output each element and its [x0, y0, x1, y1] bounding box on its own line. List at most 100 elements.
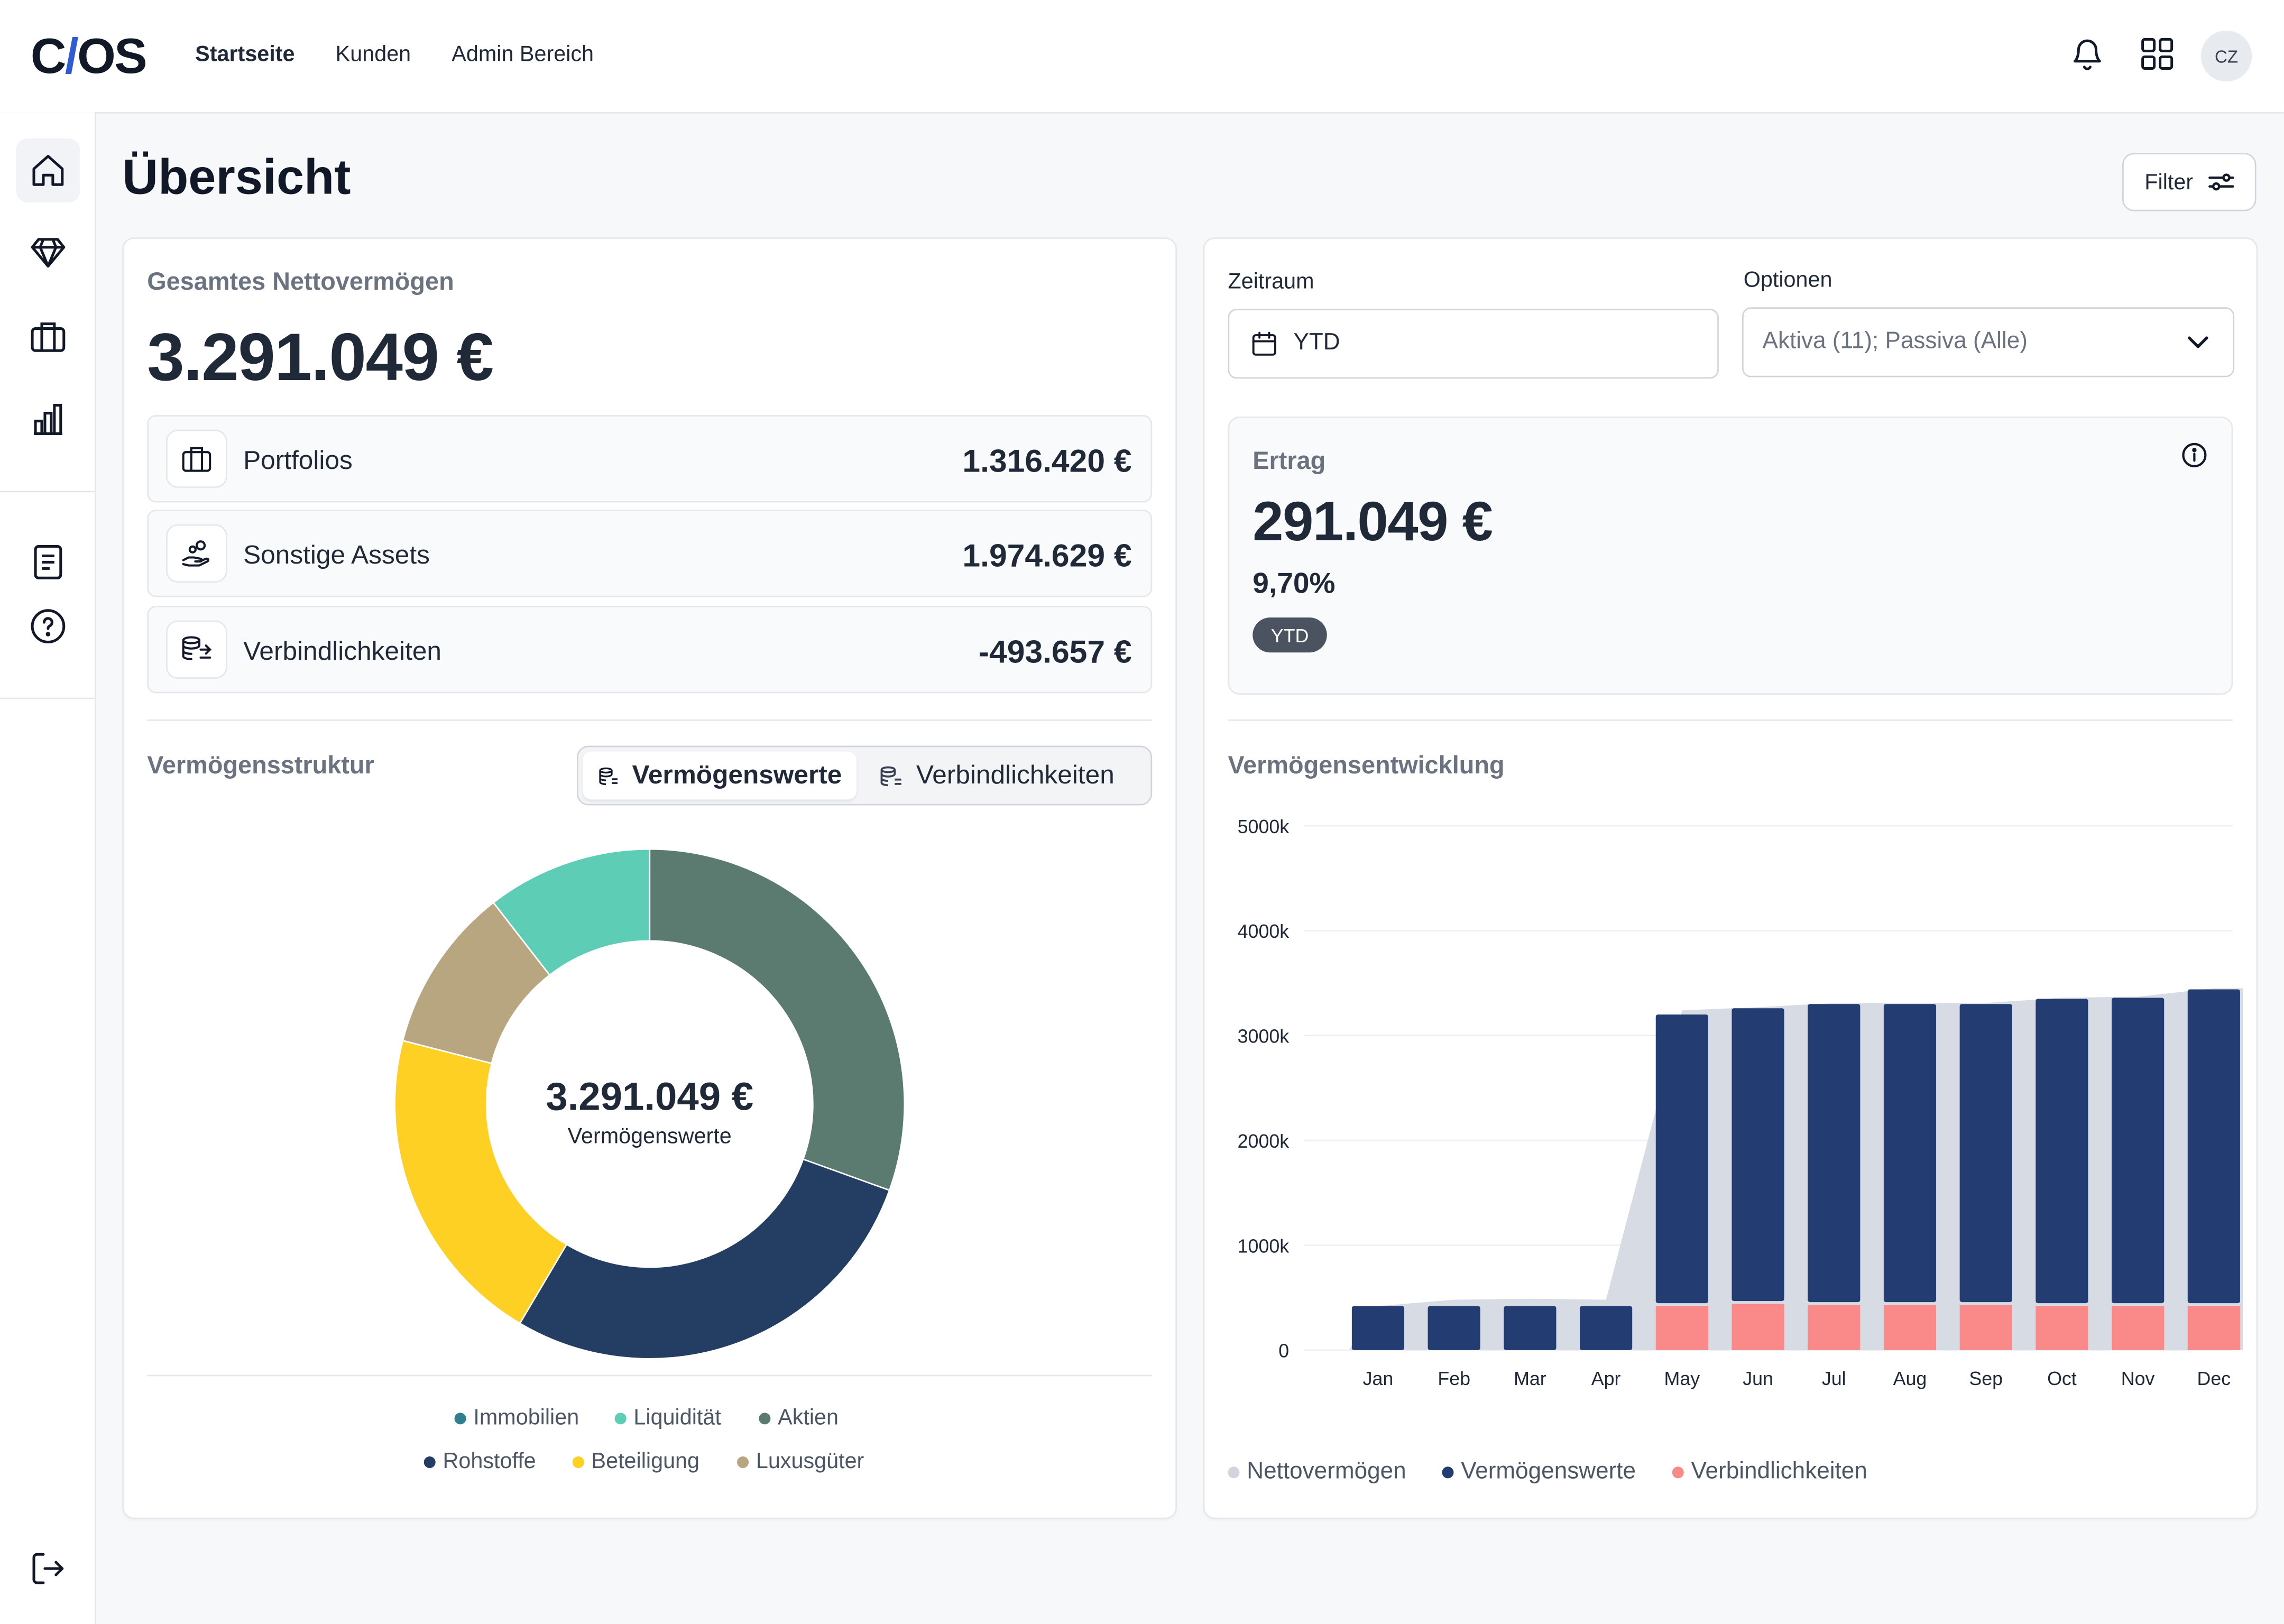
- bar-vermoegenswerte-mar[interactable]: [1504, 1306, 1557, 1350]
- bar-vermoegenswerte-feb[interactable]: [1428, 1306, 1480, 1350]
- liabilities-row[interactable]: Verbindlichkeiten -493.657 €: [147, 606, 1153, 694]
- toggle-liabilities-label: Verbindlichkeiten: [916, 760, 1115, 790]
- hand-coins-icon: [166, 524, 227, 583]
- legend-beteiligung: Beteiligung: [572, 1449, 700, 1474]
- row-value: 1.316.420 €: [962, 442, 1132, 479]
- briefcase-icon: [166, 429, 227, 488]
- legend-dot: [737, 1455, 749, 1468]
- x-tick-label: Dec: [2197, 1368, 2231, 1389]
- bar-verbindlichkeiten-may[interactable]: [1655, 1306, 1708, 1350]
- page-title: Übersicht: [122, 150, 351, 206]
- legend-dot: [572, 1455, 584, 1468]
- sidebar-item-logout[interactable]: [16, 1537, 80, 1601]
- bar-vermoegenswerte-jan[interactable]: [1351, 1306, 1405, 1350]
- legend-luxusgueter: Luxusgüter: [737, 1449, 864, 1474]
- legend-label: Verbindlichkeiten: [1691, 1459, 1867, 1484]
- logo[interactable]: C/OS: [31, 29, 148, 85]
- bar-vermoegenswerte-jul[interactable]: [1808, 1004, 1861, 1303]
- sidebar-divider-2: [0, 697, 95, 699]
- bar-verbindlichkeiten-nov[interactable]: [2112, 1306, 2165, 1350]
- sidebar-item-help[interactable]: [16, 594, 80, 658]
- period-select[interactable]: YTD: [1228, 309, 1719, 379]
- document-icon: [34, 545, 62, 579]
- legend-liquiditaet: Liquidität: [614, 1405, 721, 1431]
- legend-dot: [454, 1411, 466, 1424]
- bar-verbindlichkeiten-sep[interactable]: [1959, 1305, 2012, 1350]
- sidebar: [0, 112, 96, 1624]
- bar-chart: 0 1000k 2000k 3000k 4000k 5000k Jan Feb Mar Apr Ma…: [1238, 816, 2243, 1389]
- sidebar-divider: [0, 491, 95, 493]
- ertrag-value: 291.049 €: [1252, 492, 1493, 553]
- legend-label: Vermögenswerte: [1461, 1459, 1636, 1484]
- series-area-nettovermoegen: [1349, 988, 2243, 1350]
- legend-dot: [1228, 1466, 1240, 1479]
- nav-startseite[interactable]: Startseite: [195, 42, 295, 67]
- donut-slice-beteiligung[interactable]: [394, 1039, 568, 1325]
- legend-label: Beteiligung: [591, 1449, 700, 1474]
- nav-kunden[interactable]: Kunden: [335, 42, 411, 67]
- divider: [147, 1374, 1153, 1377]
- sidebar-item-assets[interactable]: [16, 220, 80, 284]
- sidebar-item-analytics[interactable]: [16, 387, 80, 451]
- sidebar-item-home[interactable]: [16, 138, 80, 202]
- coins-stack-icon: [166, 620, 227, 679]
- filter-button[interactable]: Filter: [2122, 153, 2257, 211]
- bar-verbindlichkeiten-oct[interactable]: [2036, 1306, 2088, 1350]
- legend-label: Rohstoffe: [443, 1449, 536, 1474]
- sidebar-item-portfolios[interactable]: [16, 304, 80, 368]
- legend-dot: [614, 1411, 627, 1424]
- bar-vermoegenswerte-may[interactable]: [1655, 1014, 1708, 1304]
- bar-verbindlichkeiten-dec[interactable]: [2187, 1306, 2240, 1350]
- coins-icon: [599, 767, 618, 785]
- bar-vermoegenswerte-nov[interactable]: [2112, 998, 2165, 1304]
- bar-vermoegenswerte-oct[interactable]: [2036, 999, 2088, 1304]
- toggle-liabilities[interactable]: Verbindlichkeiten: [864, 752, 1140, 800]
- divider: [147, 719, 1153, 721]
- bar-vermoegenswerte-jun[interactable]: [1732, 1008, 1784, 1302]
- options-label: Optionen: [1743, 267, 1832, 293]
- legend-nettovermoegen: Nettovermögen: [1228, 1460, 1406, 1486]
- bar-verbindlichkeiten-jul[interactable]: [1808, 1305, 1861, 1350]
- development-title: Vermögensentwicklung: [1228, 751, 1505, 779]
- bar-verbindlichkeiten-aug[interactable]: [1883, 1305, 1937, 1350]
- donut-center-value: 3.291.049 €: [546, 1075, 754, 1119]
- row-label: Portfolios: [243, 446, 353, 475]
- y-tick-label: 2000k: [1238, 1131, 1290, 1152]
- diamond-icon: [31, 238, 66, 268]
- other-assets-row[interactable]: Sonstige Assets 1.974.629 €: [147, 510, 1153, 597]
- apps-grid-icon[interactable]: [2138, 35, 2176, 73]
- divider: [1228, 719, 2233, 721]
- avatar[interactable]: CZ: [2200, 30, 2252, 82]
- legend-dot: [759, 1411, 771, 1424]
- toggle-assets[interactable]: Vermögenswerte: [583, 751, 856, 800]
- logout-icon: [32, 1553, 64, 1584]
- calendar-icon: [1252, 331, 1276, 356]
- bar-vermoegenswerte-aug[interactable]: [1883, 1004, 1937, 1303]
- info-icon[interactable]: [2180, 441, 2208, 476]
- period-label: Zeitraum: [1228, 269, 1314, 294]
- donut-slice-rohstoffe[interactable]: [519, 1158, 891, 1360]
- structure-title: Vermögensstruktur: [147, 751, 374, 779]
- bell-icon[interactable]: [2068, 35, 2106, 73]
- portfolios-row[interactable]: Portfolios 1.316.420 €: [147, 415, 1153, 503]
- legend-label: Liquidität: [633, 1405, 721, 1431]
- legend-dot: [1442, 1466, 1454, 1479]
- row-value: -493.657 €: [978, 633, 1132, 670]
- donut-slice-liquidität[interactable]: [492, 848, 651, 976]
- donut-slice-aktien[interactable]: [649, 848, 906, 1192]
- sidebar-item-documents[interactable]: [16, 530, 80, 594]
- bar-vermoegenswerte-sep[interactable]: [1959, 1004, 2012, 1303]
- bar-vermoegenswerte-dec[interactable]: [2187, 989, 2240, 1304]
- row-label: Sonstige Assets: [243, 540, 430, 570]
- legend-label: Immobilien: [473, 1405, 579, 1431]
- bar-verbindlichkeiten-jun[interactable]: [1732, 1304, 1784, 1350]
- x-tick-label: Aug: [1893, 1368, 1927, 1389]
- legend-aktien: Aktien: [759, 1406, 839, 1430]
- home-icon: [32, 154, 64, 186]
- toggle-assets-label: Vermögenswerte: [632, 760, 842, 790]
- bar-vermoegenswerte-apr[interactable]: [1580, 1306, 1633, 1350]
- options-select[interactable]: Aktiva (11); Passiva (Alle): [1742, 307, 2235, 377]
- x-tick-label: Feb: [1438, 1368, 1470, 1389]
- legend-rohstoffe: Rohstoffe: [423, 1449, 536, 1474]
- nav-admin-bereich[interactable]: Admin Bereich: [452, 42, 594, 67]
